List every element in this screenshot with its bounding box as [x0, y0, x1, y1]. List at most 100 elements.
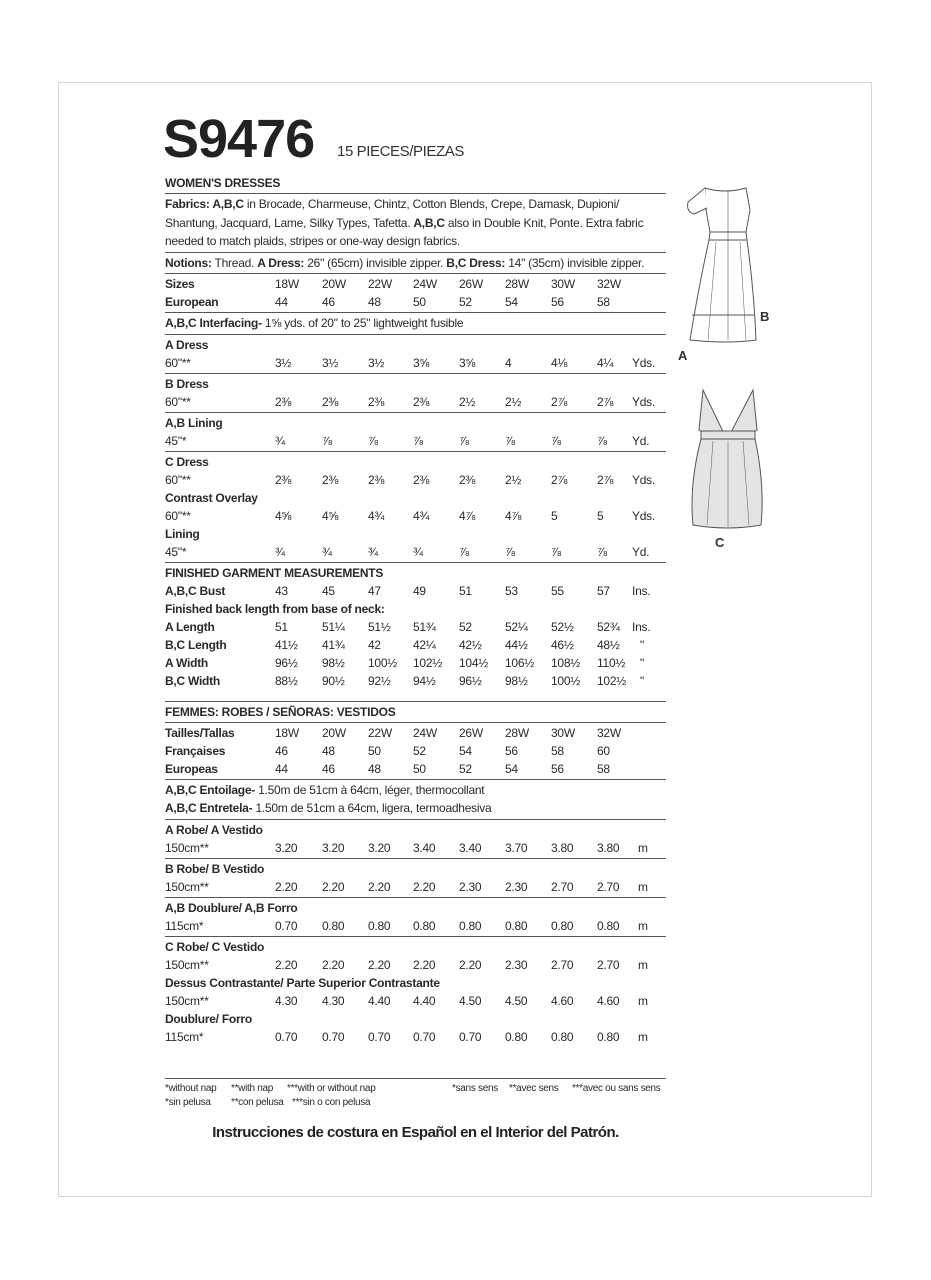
section-heading: C Robe/ C Vestido: [165, 939, 265, 954]
paragraph: Notions: Thread. A Dress: 26" (65cm) inv…: [165, 254, 666, 273]
cell-value: 48: [322, 743, 335, 758]
cell-value: 26W: [459, 725, 483, 740]
cell-value: 2½: [505, 394, 522, 409]
cell-value: 28W: [505, 277, 529, 291]
bold-text: Fabrics: A,B,C: [165, 197, 244, 211]
cell-value: 102½: [597, 673, 627, 688]
table-row: A,B,C Bust 43 45 47 49 51 53 55 57 Ins.: [165, 582, 666, 600]
cell-value: 50: [368, 743, 381, 758]
section-block: FINISHED GARMENT MEASUREMENTS A,B,C Bust 4…: [165, 564, 666, 702]
cell-value: 3.80: [597, 840, 620, 855]
section-block: A Dress 60"** 3½ 3½ 3½ 3⅝ 3⅝ 4 4⅛ 4¼ Yds.: [165, 336, 666, 374]
row-label: 60"**: [165, 394, 191, 409]
cell-value: 0.80: [551, 1029, 574, 1044]
cell-value: 2⅜: [322, 394, 339, 409]
cell-value: 4⅞: [505, 508, 522, 523]
cell-value: 41¾: [322, 637, 345, 652]
section-block: Notions: Thread. A Dress: 26" (65cm) inv…: [165, 254, 666, 274]
cell-value: 58: [597, 761, 610, 776]
footnote-en-3: ***with or without nap: [287, 1083, 376, 1094]
paragraph: A,B,C Entretela- 1.50m de 51cm a 64cm, l…: [165, 799, 666, 818]
cell-value: ⅞: [505, 433, 515, 448]
cell-value: 2½: [505, 472, 522, 487]
cell-value: 57: [597, 583, 610, 598]
cell-value: ⅞: [505, 544, 515, 559]
unit-label: m: [638, 957, 648, 972]
cell-value: 3.40: [459, 840, 482, 855]
cell-value: 2⅜: [459, 472, 476, 487]
cell-value: 3.20: [275, 840, 298, 855]
row-label: 60"**: [165, 472, 191, 487]
cell-value: 94½: [413, 673, 436, 688]
view-label-c: C: [715, 535, 725, 550]
cell-value: 0.70: [413, 1029, 436, 1044]
table-row: Sizes 18W 20W 22W 24W 26W 28W 30W 32W: [165, 275, 666, 293]
cell-value: 53: [505, 583, 518, 598]
cell-value: 2.30: [505, 879, 528, 894]
cell-value: 24W: [413, 725, 437, 740]
cell-value: 100½: [368, 655, 398, 670]
cell-value: 3.70: [505, 840, 528, 855]
cell-value: 32W: [597, 725, 621, 740]
cell-value: ¾: [275, 433, 285, 448]
footnote-en-2: **with nap: [231, 1083, 274, 1094]
unit-label: m: [638, 879, 648, 894]
unit-label: ": [640, 655, 645, 670]
cell-value: 90½: [322, 673, 345, 688]
cell-value: 96½: [275, 655, 298, 670]
section-block: Tailles/Tallas 18W 20W 22W 24W 26W 28W 30W 32W Fr…: [165, 724, 666, 780]
cell-value: 3½: [322, 355, 339, 370]
cell-value: 2.20: [368, 957, 391, 972]
cell-value: 52: [459, 619, 472, 634]
table-row: 150cm** 2.20 2.20 2.20 2.20 2.20 2.30 2.70 2.70 m: [165, 956, 666, 974]
cell-value: 3½: [368, 355, 385, 370]
cell-value: 51¼: [322, 619, 345, 634]
cell-value: 18W: [275, 277, 299, 291]
cell-value: 4⅝: [322, 508, 339, 523]
cell-value: 0.80: [597, 918, 620, 933]
row-label: European: [165, 295, 219, 309]
text: in Brocade, Charmeuse, Chintz, Cotton Bl…: [165, 197, 620, 230]
row-label: 60"**: [165, 355, 191, 370]
footnote-fr-1: *sans sens: [452, 1083, 498, 1094]
row-label: B,C Length: [165, 637, 227, 652]
cell-value: ⅞: [551, 433, 561, 448]
cell-value: ¾: [413, 544, 423, 559]
table-row: Françaises 46 48 50 52 54 56 58 60: [165, 742, 666, 760]
cell-value: 46: [275, 743, 288, 758]
cell-value: 3½: [275, 355, 292, 370]
cell-value: 0.80: [551, 918, 574, 933]
row-label: 150cm**: [165, 993, 209, 1008]
section-block: A,B,C Entoilage- 1.50m de 51cm à 64cm, l…: [165, 781, 666, 820]
cell-value: 2.20: [322, 879, 345, 894]
cell-value: 2.30: [459, 879, 482, 894]
table-row: B,C Length 41½ 41¾ 42 42¼ 42½ 44½ 46½ 48½ ": [165, 636, 666, 654]
section-heading: A,B Lining: [165, 415, 223, 430]
cell-value: 54: [505, 295, 518, 309]
cell-value: 54: [459, 743, 472, 758]
cell-value: 2.70: [551, 879, 574, 894]
cell-value: 4¼: [597, 355, 614, 370]
cell-value: 2⅜: [413, 394, 430, 409]
cell-value: ¾: [368, 544, 378, 559]
table-row: 150cm** 3.20 3.20 3.20 3.40 3.40 3.70 3.80 3.80 m: [165, 839, 666, 857]
cell-value: ¾: [275, 544, 285, 559]
cell-value: 4.40: [368, 993, 391, 1008]
row-label: 45"*: [165, 544, 187, 559]
section-block: A,B,C Interfacing- 1⅝ yds. of 20" to 25"…: [165, 314, 666, 335]
cell-value: 4.40: [413, 993, 436, 1008]
row-label: 115cm*: [165, 918, 204, 933]
footnote-fr-3: ***avec ou sans sens: [572, 1083, 661, 1094]
cell-value: 4⅛: [551, 355, 568, 370]
row-label: A,B,C Bust: [165, 583, 226, 598]
cell-value: 0.80: [597, 1029, 620, 1044]
cell-value: 32W: [597, 277, 621, 291]
cell-value: ⅞: [597, 433, 607, 448]
unit-label: m: [638, 993, 648, 1008]
cell-value: 0.70: [275, 1029, 298, 1044]
cell-value: 2⅜: [368, 472, 385, 487]
table-row: 115cm* 0.70 0.70 0.70 0.70 0.70 0.80 0.80 0.80 m: [165, 1028, 666, 1046]
cell-value: 51½: [368, 619, 391, 634]
cell-value: 2⅜: [275, 472, 292, 487]
cell-value: ⅞: [322, 433, 332, 448]
